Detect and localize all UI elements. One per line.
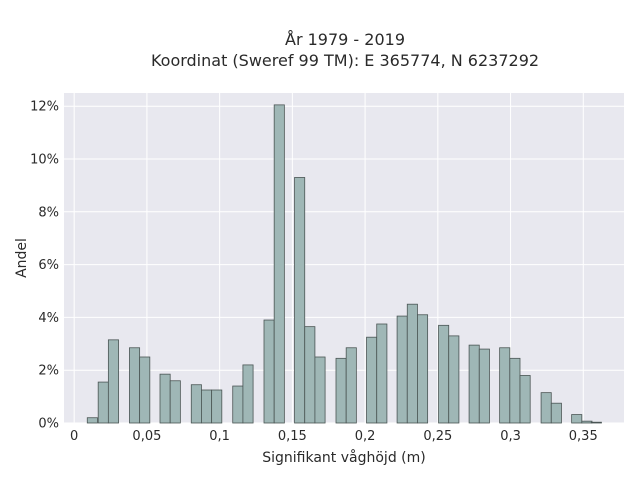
histogram-bar (417, 314, 429, 424)
histogram-bar (129, 347, 141, 424)
histogram-bar (345, 347, 357, 424)
x-tick-label: 0,2 (355, 429, 376, 444)
histogram-bar (396, 315, 408, 424)
histogram-bar (263, 319, 275, 424)
histogram-bar (107, 339, 119, 424)
histogram-bar (366, 336, 378, 424)
histogram-bar (581, 420, 593, 424)
histogram-bar (499, 347, 511, 424)
y-tick-label: 0% (38, 417, 59, 432)
histogram-bar (190, 384, 202, 424)
histogram-bar (406, 303, 418, 424)
y-tick-label: 10% (30, 153, 59, 168)
histogram-bar (169, 380, 181, 424)
histogram-bar (139, 356, 151, 424)
x-tick-label: 0 (70, 429, 78, 444)
y-tick-label: 6% (38, 258, 59, 273)
histogram-bar (232, 385, 244, 424)
x-tick-label: 0,15 (278, 429, 307, 444)
x-tick-label: 0,05 (132, 429, 161, 444)
y-axis-label: Andel (14, 238, 30, 278)
histogram-bar (86, 417, 98, 424)
histogram-bar (294, 177, 306, 424)
histogram-bar (438, 324, 450, 424)
histogram-bar (159, 373, 171, 424)
x-tick-label: 0,3 (500, 429, 521, 444)
histogram-bar (97, 381, 109, 424)
histogram-bar (590, 421, 602, 424)
y-tick-labels: 0% 2% 4% 6% 8% 10% 12% (30, 100, 59, 432)
histogram-bar (273, 104, 285, 424)
histogram-bar (211, 389, 223, 424)
histogram-bar (335, 357, 347, 424)
x-tick-label: 0,1 (209, 429, 230, 444)
histogram-bar (201, 389, 213, 424)
histogram-bar (509, 357, 521, 424)
x-tick-label: 0,25 (423, 429, 452, 444)
histogram-bar (304, 326, 316, 424)
histogram-bar (519, 375, 531, 424)
y-tick-label: 2% (38, 364, 59, 379)
histogram-bar (571, 414, 583, 424)
histogram-bar (478, 348, 490, 424)
x-axis-label: Signifikant våghöjd (m) (262, 449, 425, 466)
histogram-bar (314, 356, 326, 424)
chart-title-line2: Koordinat (Sweref 99 TM): E 365774, N 62… (151, 51, 539, 70)
chart-title-line1: År 1979 - 2019 (285, 30, 405, 49)
histogram-bar (448, 335, 460, 424)
histogram-bar (550, 402, 562, 424)
histogram-bar (376, 323, 388, 424)
bars (86, 104, 602, 424)
histogram-bar (468, 344, 480, 424)
histogram-bar (242, 364, 254, 424)
y-tick-label: 8% (38, 205, 59, 220)
x-tick-labels: 0 0,05 0,1 0,15 0,2 0,25 0,3 0,35 (70, 429, 598, 444)
y-tick-label: 4% (38, 311, 59, 326)
x-tick-label: 0,35 (569, 429, 598, 444)
y-tick-label: 12% (30, 100, 59, 115)
histogram-bar (540, 392, 552, 424)
